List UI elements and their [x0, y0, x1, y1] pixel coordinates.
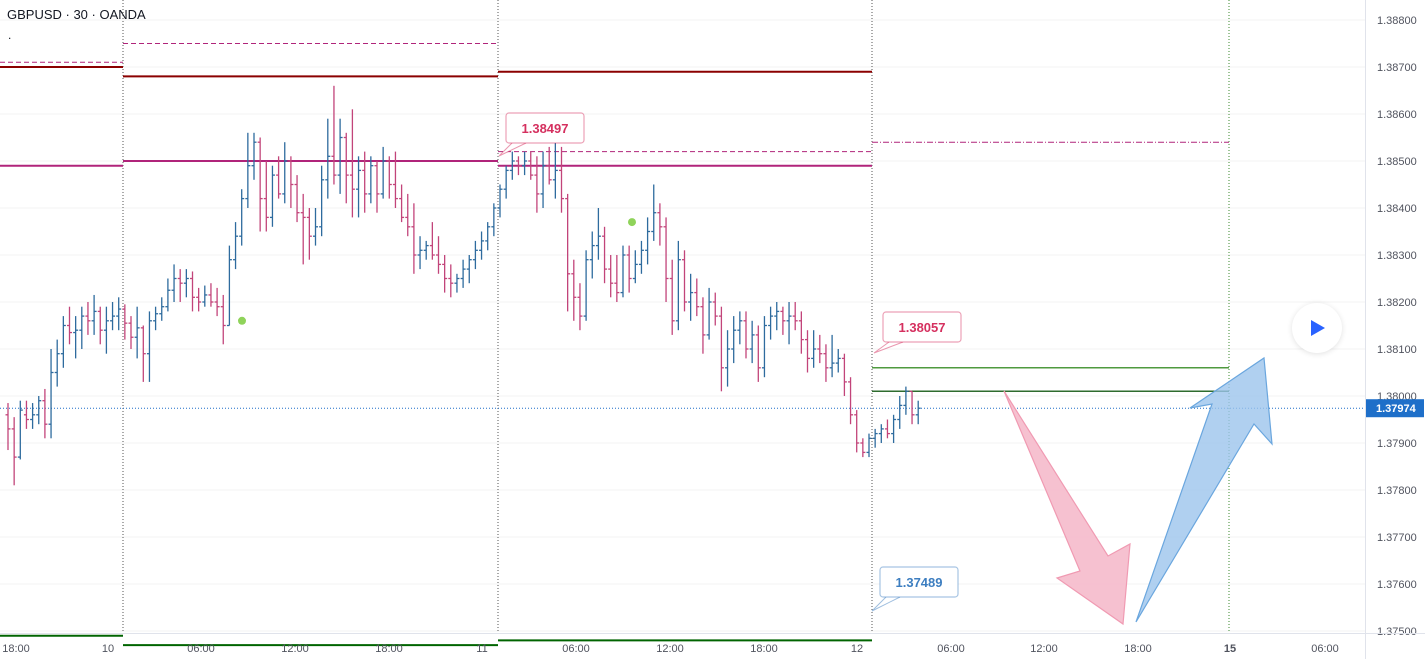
callout-mid-box [882, 311, 962, 343]
price-axis-label: 1.37600 [1377, 579, 1417, 591]
symbol-title: GBPUSD · 30 · OANDA [7, 7, 146, 22]
callout-mid: 1.38057 [899, 320, 946, 335]
price-axis-label: 1.38200 [1377, 297, 1417, 309]
time-axis-label: 12 [851, 643, 863, 655]
header-dot: . [8, 28, 12, 42]
time-axis-label: 18:00 [750, 643, 778, 655]
time-axis-label: 11 [476, 643, 487, 655]
price-axis-label: 1.38800 [1377, 15, 1417, 27]
time-axis-label: 12:00 [281, 643, 309, 655]
price-axis-label: 1.38600 [1377, 109, 1417, 121]
projection-arrow-down [1003, 390, 1131, 626]
projection-arrow-up [1135, 356, 1273, 623]
time-axis-label: 15 [1224, 643, 1236, 655]
price-axis-label: 1.37700 [1377, 532, 1417, 544]
signal-dot [628, 218, 636, 227]
scroll-to-realtime-button[interactable] [1292, 303, 1342, 353]
callout-low-pointer [871, 596, 901, 612]
last-price-label: 1.37974 [1376, 403, 1417, 415]
price-axis-label: 1.38500 [1377, 156, 1417, 168]
time-axis-label: 18:00 [2, 643, 30, 655]
price-axis-label: 1.37900 [1377, 438, 1417, 450]
time-axis-label: 18:00 [1124, 643, 1152, 655]
time-axis-label: 06:00 [1311, 643, 1339, 655]
price-axis-label: 1.37800 [1377, 485, 1417, 497]
time-axis-label: 12:00 [1030, 643, 1058, 655]
price-axis-label: 1.38700 [1377, 62, 1417, 74]
price-axis-label: 1.37500 [1377, 626, 1417, 638]
signal-dot [238, 316, 246, 325]
time-axis-label: 18:00 [375, 643, 403, 655]
callout-high-pointer [498, 142, 527, 157]
price-axis-label: 1.38100 [1377, 344, 1417, 356]
last-price-tag [1366, 399, 1424, 418]
callout-mid-pointer [873, 341, 904, 354]
time-axis-label: 12:00 [656, 643, 684, 655]
play-icon [1311, 320, 1325, 336]
price-axis-label: 1.38300 [1377, 250, 1417, 262]
time-axis-label: 06:00 [937, 643, 965, 655]
callout-high: 1.38497 [522, 121, 569, 136]
callout-high-box [505, 112, 585, 144]
price-axis-label: 1.38400 [1377, 203, 1417, 215]
time-axis-label: 06:00 [562, 643, 590, 655]
time-axis-label: 06:00 [187, 643, 215, 655]
callout-low-box [879, 566, 959, 598]
callout-low: 1.37489 [896, 575, 943, 590]
time-axis-label: 10 [102, 643, 114, 655]
